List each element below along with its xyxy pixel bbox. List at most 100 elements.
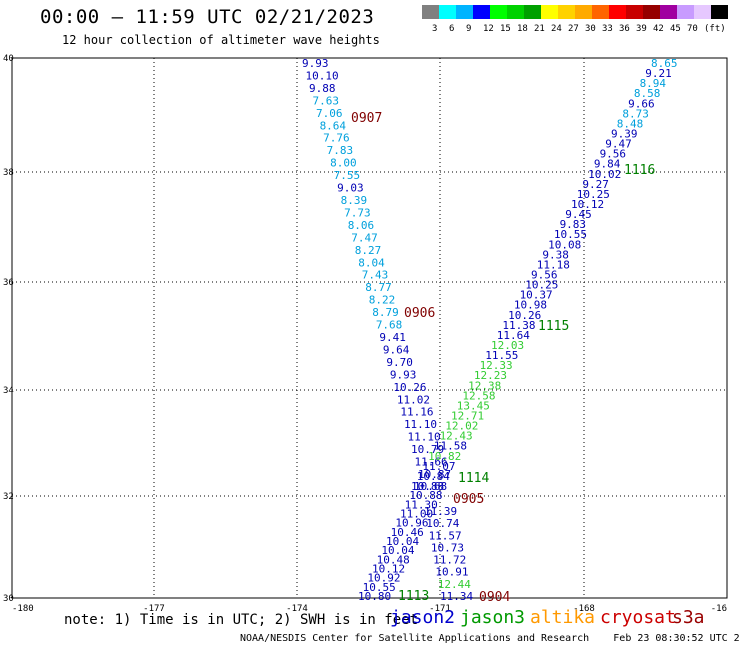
swh-value: 9.84 xyxy=(594,158,621,171)
x-axis-label: -168 xyxy=(573,604,595,614)
y-axis-label: 34 xyxy=(3,386,14,396)
y-axis-label: 32 xyxy=(3,492,14,502)
legend-label: 36 xyxy=(619,24,630,34)
swh-value: 10.98 xyxy=(514,299,547,312)
swh-value: 11.07 xyxy=(422,460,455,473)
legend-swatch xyxy=(422,5,439,19)
swh-value: 8.65 xyxy=(651,57,678,70)
legend-label: 6 xyxy=(449,24,455,34)
swh-value: 7.76 xyxy=(323,132,350,145)
legend-swatch xyxy=(626,5,643,19)
swh-value: 11.18 xyxy=(537,258,570,271)
legend-swatch xyxy=(490,5,507,19)
swh-value: 11.10 xyxy=(404,418,437,431)
satellite-cryosat: cryosat xyxy=(600,607,676,628)
swh-value: 9.41 xyxy=(379,331,406,344)
swh-value: 10.84 xyxy=(417,470,450,483)
swh-value: 11.64 xyxy=(497,329,530,342)
footnote: note: 1) Time is in UTC; 2) SWH is in fe… xyxy=(64,612,419,628)
plot-frame xyxy=(11,57,728,599)
legend-label: 18 xyxy=(517,24,528,34)
swh-value: 8.04 xyxy=(358,256,385,269)
swh-value: 9.88 xyxy=(309,82,336,95)
swh-value: 9.70 xyxy=(386,356,413,369)
legend-swatch xyxy=(609,5,626,19)
swh-value: 8.00 xyxy=(330,157,357,170)
swh-value: 10.87 xyxy=(418,468,451,481)
legend-label: 70 xyxy=(687,24,698,34)
legend-label: 3 xyxy=(432,24,438,34)
swh-value: 9.39 xyxy=(611,128,638,141)
swh-value: 9.93 xyxy=(302,57,329,70)
swh-value: 10.04 xyxy=(381,544,414,557)
swh-value: 12.58 xyxy=(462,389,495,402)
satellite-altika: altika xyxy=(530,607,596,628)
swh-value: 12.43 xyxy=(440,430,473,443)
legend-label: 39 xyxy=(636,24,647,34)
swh-value: 11.02 xyxy=(397,393,430,406)
swh-value: 11.16 xyxy=(400,406,433,419)
swh-value: 10.82 xyxy=(428,450,461,463)
x-axis-label: -177 xyxy=(143,604,165,614)
legend-swatch xyxy=(507,5,524,19)
swh-value: 11.00 xyxy=(400,508,433,521)
swh-value: 8.94 xyxy=(640,77,667,90)
swh-value: 12.38 xyxy=(468,379,501,392)
legend-label: 33 xyxy=(602,24,613,34)
swh-value: 12.02 xyxy=(445,420,478,433)
swh-value: 11.30 xyxy=(405,498,438,511)
swh-value: 11.57 xyxy=(429,529,462,542)
x-axis-label: -16 xyxy=(711,604,727,614)
legend-swatch xyxy=(694,5,711,19)
swh-value: 11.55 xyxy=(485,349,518,362)
swh-value: 7.47 xyxy=(351,231,378,244)
swh-value: 8.27 xyxy=(355,244,382,257)
swh-value: 10.73 xyxy=(431,541,464,554)
legend-swatch xyxy=(524,5,541,19)
legend-label: 30 xyxy=(585,24,596,34)
swh-value: 9.83 xyxy=(560,218,587,231)
swh-value: 9.45 xyxy=(565,208,592,221)
page-subtitle: 12 hour collection of altimeter wave hei… xyxy=(62,33,380,47)
swh-value: 10.46 xyxy=(391,526,424,539)
legend-swatch xyxy=(541,5,558,19)
swh-value: 9.93 xyxy=(390,368,417,381)
swh-value: 10.91 xyxy=(435,566,468,579)
swh-value: 9.66 xyxy=(628,97,655,110)
swh-value: 7.63 xyxy=(313,94,340,107)
swh-value: 10.02 xyxy=(588,168,621,181)
swh-value: 10.68 xyxy=(414,480,447,493)
swh-value: 10.79 xyxy=(411,443,444,456)
y-axis-label: 36 xyxy=(3,278,14,288)
legend-label: 27 xyxy=(568,24,579,34)
swh-value: 11.72 xyxy=(433,554,466,567)
swh-value: 10.08 xyxy=(548,238,581,251)
swh-value: 9.03 xyxy=(337,182,364,195)
swh-value: 12.44 xyxy=(438,578,471,591)
pass-time-label: 0907 xyxy=(351,111,382,126)
swh-value: 8.48 xyxy=(617,117,644,130)
pass-time-label: 1113 xyxy=(398,589,429,604)
swh-value: 10.25 xyxy=(577,188,610,201)
y-axis-label: 40 xyxy=(3,54,14,64)
swh-value: 7.68 xyxy=(376,319,403,332)
satellite-s3a: s3a xyxy=(672,607,705,628)
legend-swatch xyxy=(592,5,609,19)
swh-value: 10.80 xyxy=(358,590,391,603)
swh-value: 7.83 xyxy=(327,144,354,157)
swh-value: 9.64 xyxy=(383,343,410,356)
pass-time-label: 1116 xyxy=(624,163,655,178)
swh-value: 10.26 xyxy=(508,309,541,322)
swh-value: 8.58 xyxy=(634,87,661,100)
swh-value: 7.55 xyxy=(334,169,361,182)
page-title: 00:00 – 11:59 UTC 02/21/2023 xyxy=(40,6,375,28)
y-axis-label: 38 xyxy=(3,168,14,178)
credit-line: NOAA/NESDIS Center for Satellite Applica… xyxy=(240,633,740,644)
legend-label: 24 xyxy=(551,24,562,34)
swh-value: 10.96 xyxy=(395,517,428,530)
swh-value: 10.12 xyxy=(571,198,604,211)
legend-label: 12 xyxy=(483,24,494,34)
pass-time-label: 1115 xyxy=(538,319,569,334)
swh-value: 10.26 xyxy=(393,381,426,394)
swh-value: 11.39 xyxy=(424,505,457,518)
